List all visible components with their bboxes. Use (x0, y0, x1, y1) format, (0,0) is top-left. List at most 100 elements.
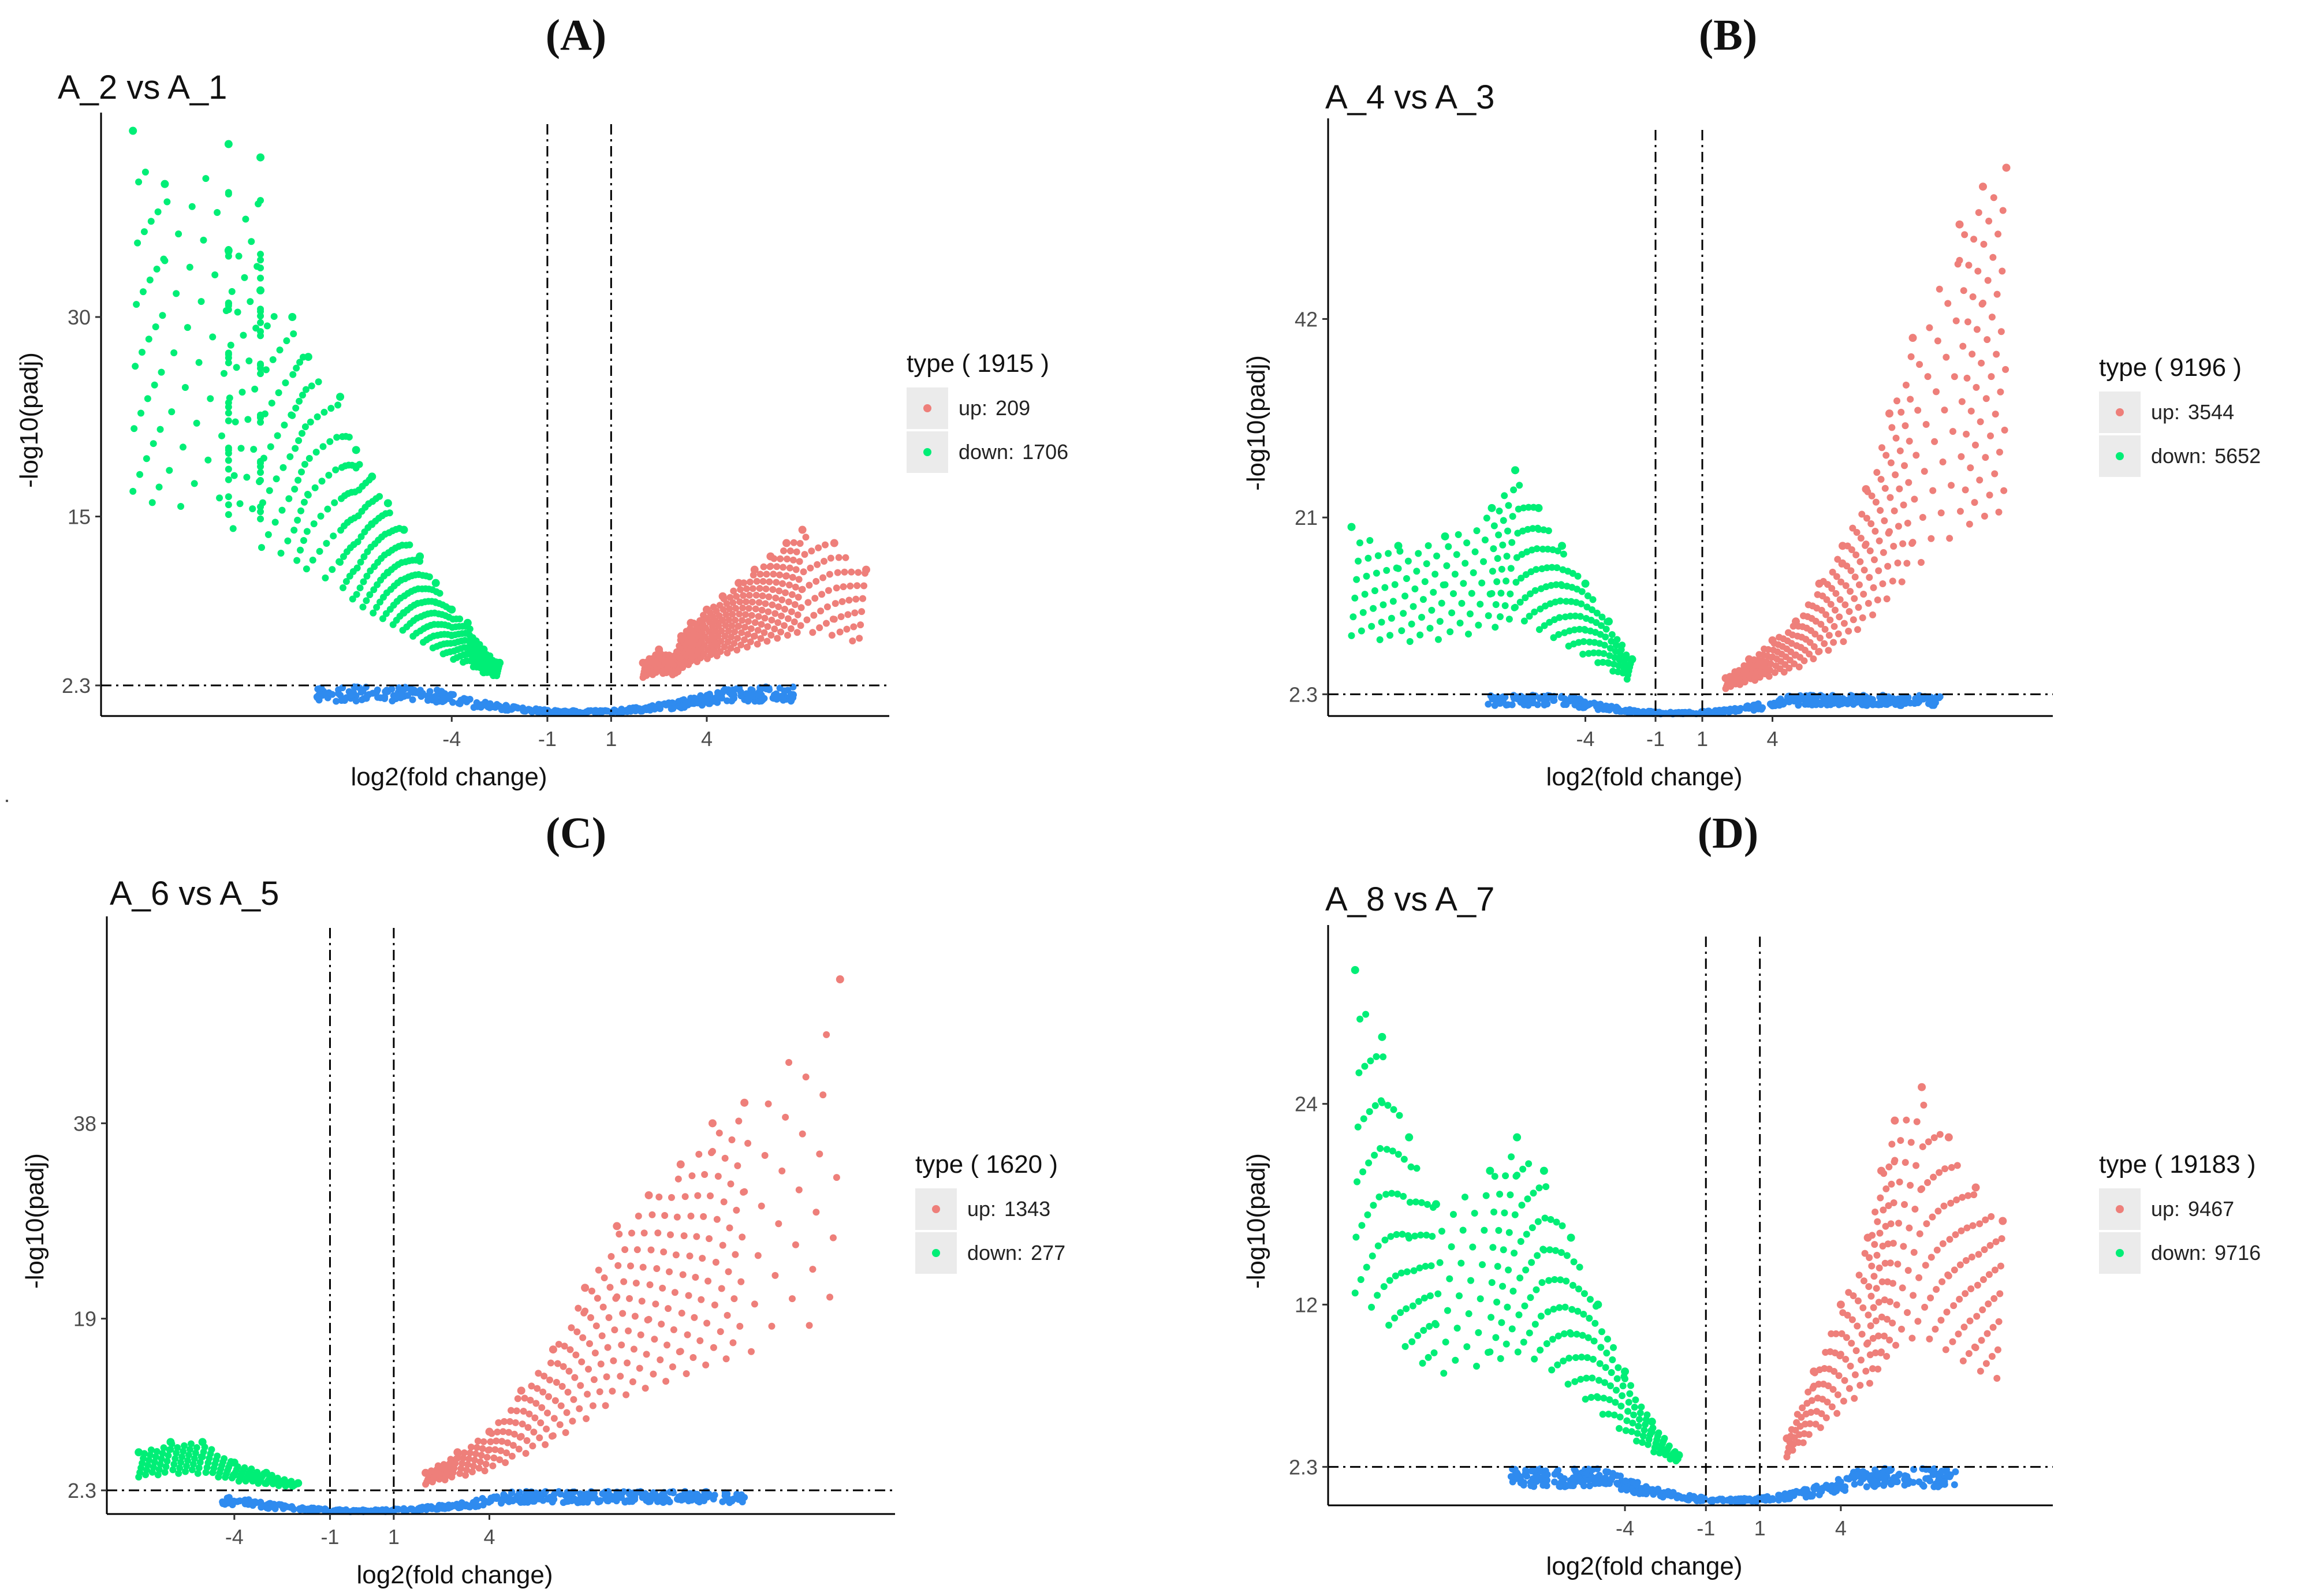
up-point (717, 637, 725, 645)
up-point (1860, 590, 1867, 598)
ns-point (1907, 699, 1914, 707)
down-point (1615, 1364, 1622, 1371)
down-point (294, 476, 302, 484)
up-point (1880, 1332, 1888, 1340)
ns-point (229, 1501, 236, 1508)
down-point (1522, 1266, 1530, 1274)
up-point (508, 1452, 516, 1460)
ns-point (322, 690, 329, 698)
up-point (794, 611, 801, 618)
ns-point (1623, 1486, 1630, 1494)
down-point (161, 180, 169, 188)
up-point (1810, 655, 1817, 663)
up-point (674, 1175, 682, 1183)
down-point (1376, 636, 1384, 643)
down-point (1601, 642, 1608, 649)
up-point (1901, 462, 1908, 469)
up-point (1822, 611, 1830, 618)
down-point (1370, 605, 1377, 612)
ns-point (1511, 695, 1518, 702)
up-point (1789, 1446, 1796, 1454)
up-point (1990, 1295, 1998, 1302)
ns-point (1720, 1497, 1727, 1505)
ns-point (629, 704, 637, 711)
up-point (789, 556, 797, 564)
up-point (1979, 299, 1986, 307)
ns-point (1904, 693, 1912, 701)
down-point (1505, 1266, 1512, 1274)
up-point (1893, 1301, 1900, 1308)
ns-point (499, 1497, 506, 1504)
up-point (1993, 350, 2000, 358)
down-point (1395, 1151, 1402, 1158)
up-point (562, 1429, 569, 1436)
down-point (277, 549, 285, 557)
up-point (1912, 1162, 1920, 1169)
down-point (326, 438, 334, 445)
ns-point (1859, 1469, 1867, 1476)
down-point (1576, 1263, 1583, 1271)
up-point (1981, 1246, 1988, 1254)
up-point (776, 587, 783, 595)
down-point (1411, 585, 1419, 592)
down-point (201, 1444, 208, 1451)
up-point (830, 539, 838, 547)
down-point (1380, 601, 1387, 609)
down-point (225, 446, 232, 454)
up-point (1948, 1164, 1955, 1171)
down-point (1607, 1382, 1615, 1390)
up-point (509, 1442, 517, 1449)
up-point (1975, 1251, 1982, 1258)
ns-point (623, 706, 631, 714)
down-point (318, 478, 326, 485)
up-point (626, 1295, 633, 1302)
down-point (247, 298, 254, 305)
ns-point (334, 689, 342, 697)
up-point (722, 622, 729, 629)
ns-point (1748, 1496, 1755, 1504)
up-point (729, 610, 736, 618)
down-point (316, 547, 323, 555)
ns-point (1934, 1483, 1942, 1490)
up-point (1963, 430, 1970, 438)
up-point (1981, 512, 1988, 520)
up-point (1978, 359, 1985, 367)
ns-point (1490, 694, 1498, 702)
up-point (1928, 535, 1935, 542)
up-point (833, 584, 840, 592)
y-axis-title: -log10(padj) (1242, 1153, 1270, 1289)
up-point (719, 1241, 726, 1249)
up-point (853, 582, 861, 590)
down-point (1446, 1275, 1453, 1282)
ns-point (1557, 693, 1565, 701)
down-point (1496, 1191, 1504, 1198)
ns-point (711, 1491, 718, 1499)
down-point (1371, 587, 1378, 595)
up-point (795, 1186, 803, 1194)
down-point (166, 467, 173, 474)
up-point (1936, 1131, 1944, 1138)
up-point (1979, 1276, 1987, 1284)
ns-point (763, 685, 770, 693)
up-point (1877, 1348, 1885, 1356)
ns-point (1491, 702, 1498, 709)
up-point (1877, 506, 1884, 514)
up-point (1889, 577, 1896, 585)
down-point (1596, 1360, 1604, 1367)
up-point (678, 1310, 685, 1317)
up-point (848, 568, 855, 576)
down-point (1533, 1286, 1540, 1293)
up-point (862, 569, 869, 577)
up-point (1881, 484, 1889, 492)
up-point (809, 629, 817, 636)
up-point (1847, 1362, 1854, 1370)
up-point (1916, 361, 1923, 368)
down-point (245, 357, 253, 365)
down-point (1513, 1133, 1522, 1142)
down-point (1488, 1279, 1496, 1287)
ns-point (356, 1507, 363, 1515)
ns-point (401, 1506, 408, 1514)
up-point (1970, 236, 1978, 243)
up-point (1944, 1133, 1953, 1142)
